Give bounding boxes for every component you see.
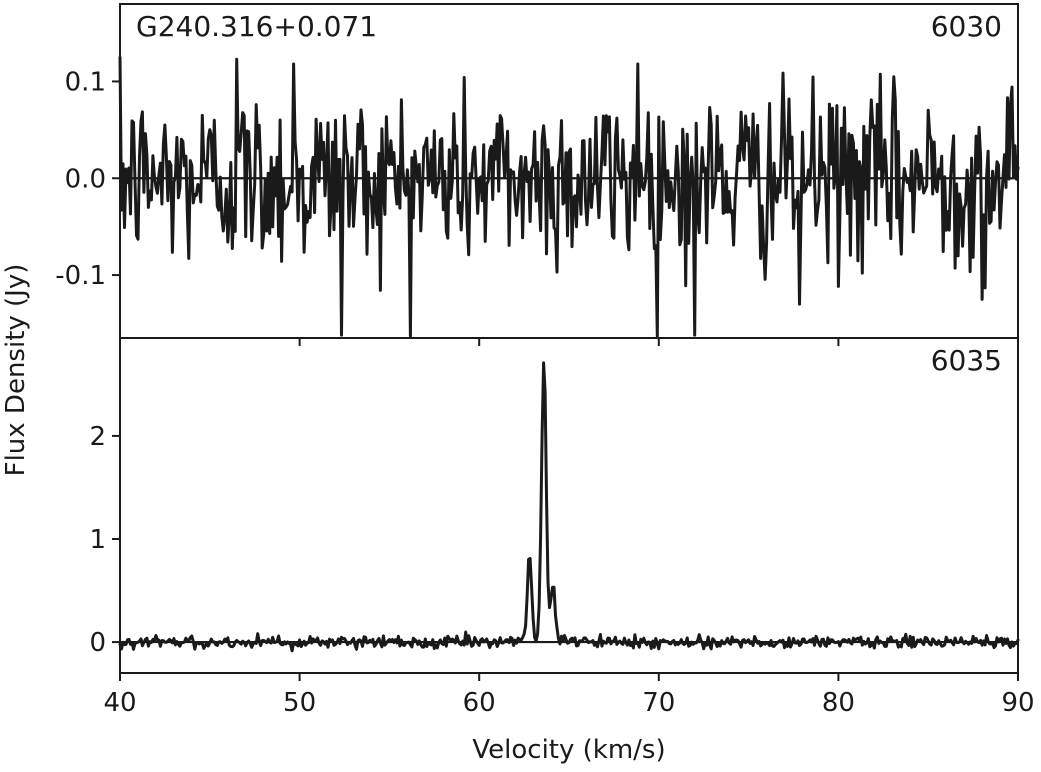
- source-name-label: G240.316+0.071: [136, 10, 377, 43]
- x-tick-label: 70: [642, 688, 675, 718]
- y-tick-label: 1: [89, 525, 106, 555]
- y-tick-label: 0: [89, 628, 106, 658]
- y-tick-label: 0.1: [65, 67, 106, 97]
- y-tick-label: -0.1: [55, 261, 106, 291]
- x-tick-label: 90: [1001, 688, 1034, 718]
- top-panel: 0.1 0.0 -0.1 G240.316+0.071 6030: [55, 3, 1020, 346]
- plot-frame: [119, 337, 1019, 674]
- x-tick-label: 40: [103, 688, 136, 718]
- y-tick-label: 0.0: [65, 164, 106, 194]
- y-tick-label: 2: [89, 422, 106, 452]
- bottom-panel: 0 1 2 40 50 60 70 80 90 6035: [89, 337, 1035, 718]
- x-tick-label: 60: [463, 688, 496, 718]
- spectrum-trace: [118, 55, 1020, 338]
- spectrum-trace: [118, 361, 1020, 653]
- transition-label: 6035: [931, 344, 1002, 377]
- x-tick-label: 50: [283, 688, 316, 718]
- x-axis-label: Velocity (km/s): [472, 735, 665, 765]
- x-tick-label: 80: [822, 688, 855, 718]
- y-axis-label: Flux Density (Jy): [1, 264, 31, 477]
- transition-label: 6030: [931, 10, 1002, 43]
